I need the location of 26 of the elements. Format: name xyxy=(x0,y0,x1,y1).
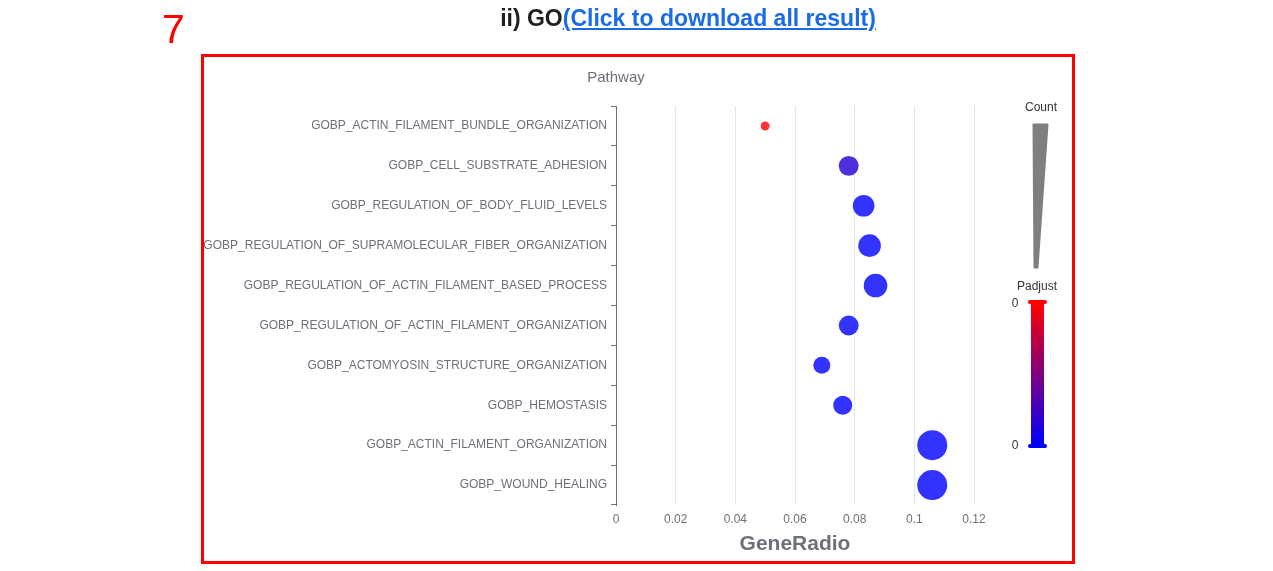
x-axis-title: GeneRadio xyxy=(739,531,851,555)
y-axis-title: Pathway xyxy=(587,68,646,86)
x-tick-label: 0.04 xyxy=(723,511,748,526)
y-tick-label: GOBP_ACTOMYOSIN_STRUCTURE_ORGANIZATION xyxy=(307,357,607,372)
x-tick-label: 0.02 xyxy=(663,511,688,526)
text: (Click to download all result) xyxy=(562,5,876,31)
chart-title: ii) GO xyxy=(500,5,563,31)
y-tick-label: GOBP_REGULATION_OF_ACTIN_FILAMENT_ORGANIZATION xyxy=(259,317,607,332)
color-bar-title: Padjust xyxy=(1016,279,1058,294)
y-tick-label: GOBP_REGULATION_OF_BODY_FLUID_LEVELS xyxy=(331,198,607,213)
y-tick-label: GOBP_ACTIN_FILAMENT_BUNDLE_ORGANIZATION xyxy=(311,118,607,133)
y-tick-label: GOBP_ACTIN_FILAMENT_ORGANIZATION xyxy=(366,437,607,452)
x-tick-label: 0.1 xyxy=(905,511,923,526)
x-tick-label: 0.12 xyxy=(962,511,986,526)
y-tick-label: GOBP_REGULATION_OF_ACTIN_FILAMENT_BASED_PROCESS xyxy=(243,277,607,292)
x-tick-label: 0.06 xyxy=(783,511,807,526)
y-tick-label: GOBP_REGULATION_OF_SUPRAMOLECULAR_FIBER_ORGANIZATION xyxy=(203,237,607,252)
legend-title: Count xyxy=(1024,100,1058,115)
x-tick-label: 0.08 xyxy=(842,511,867,526)
y-tick-label: GOBP_HEMOSTASIS xyxy=(487,397,607,412)
y-tick-label: GOBP_WOUND_HEALING xyxy=(459,477,607,492)
text: 0 xyxy=(1011,296,1019,310)
text: 7 xyxy=(162,6,185,52)
text: 0 xyxy=(1011,438,1019,452)
x-tick-label: 0 xyxy=(612,511,620,526)
y-tick-label: GOBP_CELL_SUBSTRATE_ADHESION xyxy=(388,158,607,173)
